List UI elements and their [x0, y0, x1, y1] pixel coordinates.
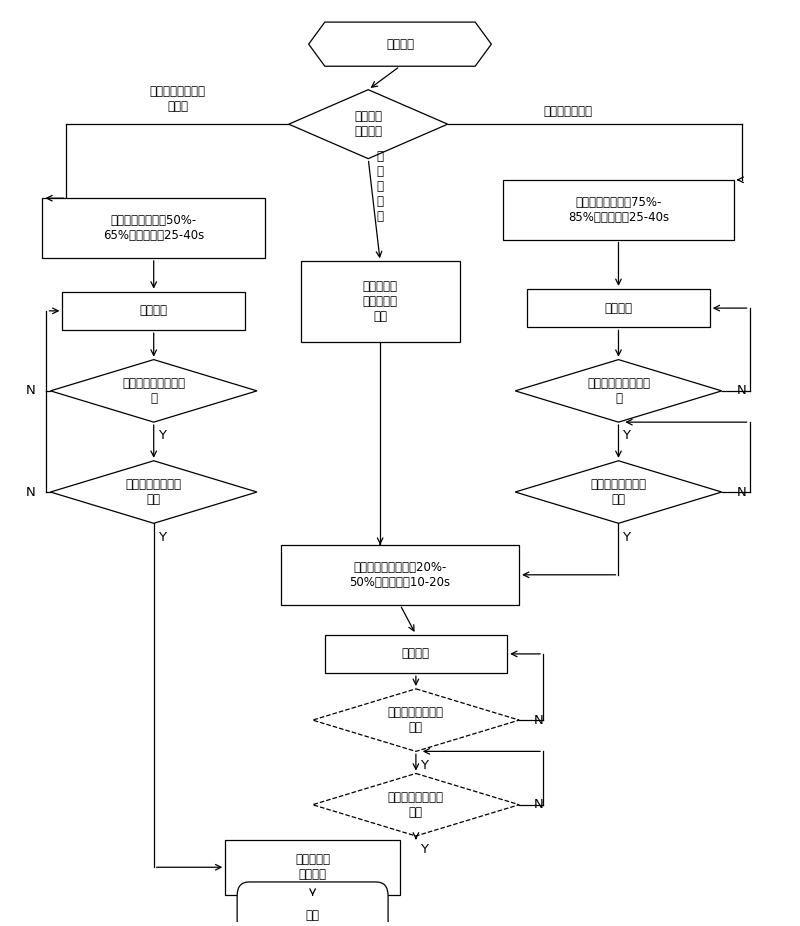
- Text: Y: Y: [158, 531, 166, 544]
- Text: 开启鄀门: 开启鄀门: [140, 305, 168, 318]
- Polygon shape: [50, 461, 257, 523]
- Text: 是否到达设定延迟
时间: 是否到达设定延迟 时间: [388, 791, 444, 819]
- Text: N: N: [534, 798, 544, 811]
- Polygon shape: [309, 22, 491, 67]
- Text: 下枪信号: 下枪信号: [386, 38, 414, 51]
- Text: N: N: [737, 485, 746, 498]
- Text: N: N: [26, 384, 35, 397]
- Text: 是否到达设定延迟
时间: 是否到达设定延迟 时间: [126, 478, 182, 506]
- Polygon shape: [313, 689, 519, 751]
- Bar: [62, 292, 245, 331]
- Text: N: N: [737, 384, 746, 397]
- Text: 开始吹炼或正常中
断重吹: 开始吹炼或正常中 断重吹: [150, 85, 206, 113]
- Bar: [527, 289, 710, 328]
- Polygon shape: [515, 359, 722, 422]
- Text: 故障中断后重吹: 故障中断后重吹: [543, 105, 592, 118]
- Polygon shape: [289, 90, 448, 158]
- Text: Y: Y: [622, 531, 630, 544]
- Text: Y: Y: [420, 844, 428, 857]
- Text: 结束: 结束: [306, 908, 320, 921]
- Bar: [281, 544, 519, 605]
- Text: 判断当前
工作状态: 判断当前 工作状态: [354, 110, 382, 138]
- Bar: [301, 261, 459, 342]
- Text: 后
期
的
补
吹: 后 期 的 补 吹: [377, 150, 384, 223]
- Text: 开启鄀门: 开启鄀门: [402, 647, 430, 660]
- Text: N: N: [26, 485, 35, 498]
- Text: 置氧气调节阀开度50%-
65%、延迟时间25-40s: 置氧气调节阀开度50%- 65%、延迟时间25-40s: [103, 214, 204, 242]
- Bar: [503, 180, 734, 240]
- Polygon shape: [50, 359, 257, 422]
- Text: 是否到达设定鄀门
开度: 是否到达设定鄀门 开度: [388, 707, 444, 734]
- Text: 重置氧气调节鄀开度20%-
50%、延迟时间10-20s: 重置氧气调节鄀开度20%- 50%、延迟时间10-20s: [350, 561, 450, 589]
- Bar: [325, 634, 507, 673]
- Text: 开启鄀门: 开启鄀门: [605, 302, 633, 315]
- Text: N: N: [534, 714, 544, 727]
- Text: 置氧气调节鄀开度75%-
85%、延迟时间25-40s: 置氧气调节鄀开度75%- 85%、延迟时间25-40s: [568, 195, 669, 224]
- Text: Y: Y: [158, 430, 166, 443]
- Text: 置氧气调节
鄀为初始化
开度: 置氧气调节 鄀为初始化 开度: [362, 281, 398, 323]
- Bar: [226, 840, 400, 895]
- Text: 是否到达设定鄀门开
度: 是否到达设定鄀门开 度: [587, 377, 650, 405]
- Bar: [42, 198, 265, 258]
- Text: 是否到达设定鄀门开
度: 是否到达设定鄀门开 度: [122, 377, 186, 405]
- Text: 投入现有鄀
门调节器: 投入现有鄀 门调节器: [295, 853, 330, 882]
- Polygon shape: [313, 773, 519, 836]
- Text: Y: Y: [420, 758, 428, 771]
- Text: 是否到达设定延迟
时间: 是否到达设定延迟 时间: [590, 478, 646, 506]
- Text: Y: Y: [622, 430, 630, 443]
- Polygon shape: [515, 461, 722, 523]
- FancyBboxPatch shape: [237, 882, 388, 926]
